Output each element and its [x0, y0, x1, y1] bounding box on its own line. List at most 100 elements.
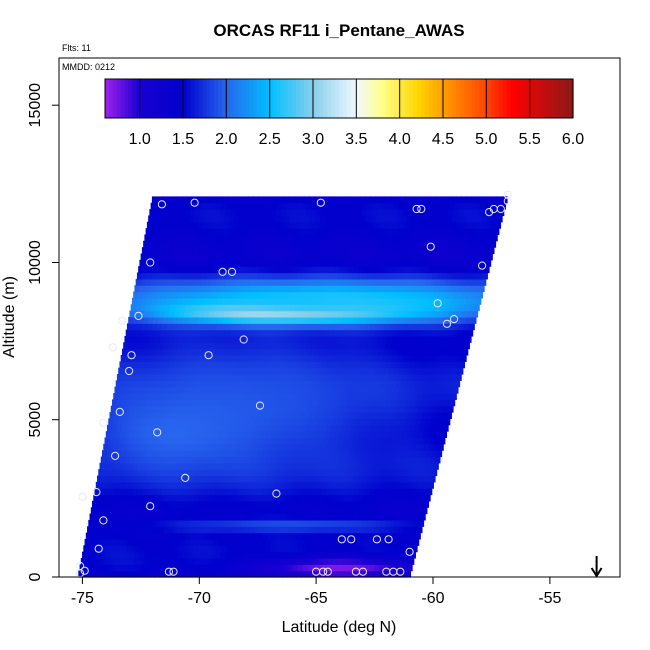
heat-cell	[438, 367, 444, 375]
heat-cell	[246, 386, 253, 394]
heat-cell	[184, 450, 190, 458]
heat-cell	[153, 551, 159, 559]
heat-cell	[358, 513, 364, 521]
heat-cell	[143, 507, 149, 515]
heat-cell	[349, 488, 356, 496]
heat-cell	[164, 545, 170, 553]
heat-cell	[222, 291, 229, 299]
heat-cell	[249, 462, 255, 470]
heat-cell	[133, 437, 140, 445]
heat-cell	[323, 437, 329, 445]
heat-cell	[388, 469, 394, 477]
heat-cell	[83, 545, 89, 553]
heat-cell	[342, 335, 348, 343]
heat-cell	[271, 494, 277, 502]
heat-cell	[267, 316, 273, 324]
heat-cell	[206, 297, 213, 305]
heat-cell	[192, 196, 199, 204]
heat-cell	[326, 424, 332, 432]
heat-cell	[346, 443, 352, 451]
heat-cell	[284, 437, 290, 445]
heat-cell	[208, 475, 214, 483]
heat-cell	[445, 259, 452, 267]
heat-cell	[255, 519, 262, 527]
heat-cell	[248, 443, 255, 451]
heat-cell	[456, 234, 463, 242]
heat-cell	[355, 462, 362, 470]
heat-cell	[418, 367, 425, 375]
colorbar-swatch	[475, 79, 480, 118]
heat-cell	[228, 335, 234, 343]
heat-cell	[180, 443, 187, 451]
heat-cell	[380, 519, 386, 527]
heat-cell	[398, 266, 405, 274]
heat-cell	[362, 228, 369, 236]
colorbar-swatch	[561, 79, 566, 118]
heat-cell	[290, 513, 297, 521]
heat-cell	[125, 526, 131, 534]
heat-cell	[351, 253, 358, 261]
heat-cell	[360, 323, 366, 331]
heat-cell	[333, 393, 340, 400]
heat-cell	[426, 215, 432, 223]
heat-cell	[466, 234, 473, 242]
heat-cell	[126, 450, 132, 458]
heat-cell	[354, 304, 361, 312]
heat-cell	[368, 450, 375, 458]
heat-cell	[309, 240, 315, 248]
heat-cell	[304, 259, 311, 267]
heat-cell	[213, 450, 220, 458]
heat-cell	[396, 513, 402, 521]
heat-cell	[136, 399, 142, 407]
heat-cell	[386, 297, 392, 305]
heat-cell	[336, 361, 342, 369]
heat-cell	[239, 215, 245, 223]
heat-cell	[185, 374, 192, 381]
heat-cell	[343, 266, 350, 274]
heat-cell	[205, 551, 212, 559]
heat-cell	[325, 259, 331, 267]
heat-cell	[192, 412, 198, 420]
heat-cell	[319, 475, 325, 483]
heat-cell	[421, 297, 427, 305]
heat-cell	[470, 297, 477, 305]
heat-cell	[225, 481, 232, 489]
heat-cell	[414, 481, 420, 489]
heat-cell	[413, 348, 419, 356]
sample-point	[412, 204, 421, 214]
heat-cell	[324, 367, 331, 375]
heat-cell	[123, 342, 129, 350]
heat-cell	[153, 437, 159, 445]
heat-cell	[185, 443, 192, 451]
heat-cell	[170, 278, 177, 286]
heat-cell	[291, 551, 297, 559]
heat-cell	[451, 234, 458, 242]
heat-cell	[164, 285, 170, 293]
heat-cell	[278, 354, 285, 362]
heat-cell	[224, 285, 230, 293]
heat-cell	[212, 412, 218, 420]
heat-cell	[428, 424, 435, 432]
heat-cell	[360, 342, 367, 350]
heat-cell	[155, 253, 162, 261]
colorbar-swatch	[381, 79, 387, 118]
heat-cell	[98, 564, 104, 572]
colorbar-swatch	[518, 79, 523, 118]
heat-cell	[412, 272, 418, 280]
heat-cell	[155, 519, 161, 527]
heat-cell	[246, 342, 253, 350]
heat-cell	[368, 202, 375, 210]
heat-cell	[367, 228, 374, 236]
heat-cell	[275, 304, 281, 312]
heat-cell	[314, 393, 320, 400]
heat-cell	[338, 202, 344, 210]
heat-cell	[307, 202, 314, 210]
heat-cell	[336, 297, 342, 305]
heat-cell	[139, 386, 145, 394]
heat-cell	[180, 557, 187, 565]
heat-cell	[226, 253, 232, 261]
heat-cell	[349, 431, 355, 439]
heat-cell	[377, 551, 383, 559]
heat-cell	[151, 323, 158, 331]
heat-cell	[302, 526, 308, 534]
